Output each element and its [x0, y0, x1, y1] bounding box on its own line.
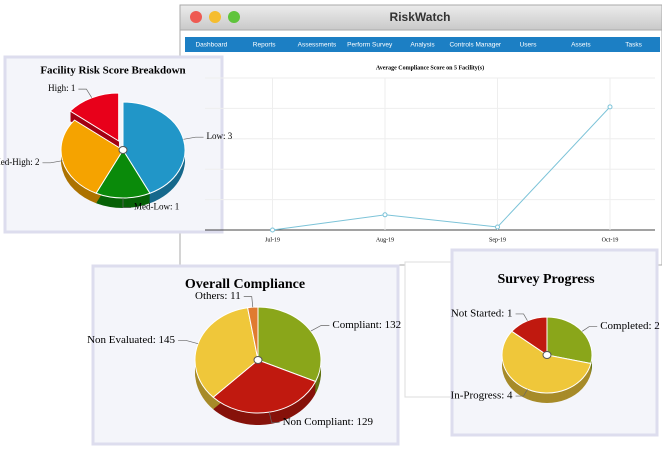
chart-title: Facility Risk Score Breakdown — [40, 65, 185, 77]
data-label: Med-High: 2 — [0, 157, 39, 167]
point — [607, 104, 613, 110]
data-label: Low: 3 — [207, 131, 233, 141]
point — [270, 227, 275, 233]
slice — [194, 307, 259, 398]
leader-line — [178, 340, 199, 345]
x-tick-label: Oct-19 — [602, 237, 619, 243]
leader-line — [581, 326, 598, 332]
data-label: Non Compliant: 129 — [283, 416, 374, 428]
data-label: Non Evaluated: 145 — [87, 334, 175, 346]
leader-line — [310, 324, 330, 332]
slice — [546, 316, 593, 365]
data-label: Completed: 2 — [600, 320, 660, 332]
data-label: Compliant: 132 — [332, 319, 401, 331]
leader-line — [515, 313, 528, 321]
slice — [60, 119, 124, 194]
leader-line — [243, 296, 254, 308]
pie-hub — [542, 351, 552, 359]
nav-item[interactable]: Dashboard — [195, 42, 227, 49]
slice — [212, 359, 317, 414]
x-tick-label: Jul-19 — [265, 237, 280, 243]
nav-item[interactable]: Perform Survey — [347, 42, 393, 49]
point — [495, 224, 500, 230]
chart-title: Average Compliance Score on 5 Facility(s… — [376, 64, 484, 71]
nav-item[interactable]: Analysis — [410, 42, 435, 49]
line-series — [272, 106, 611, 231]
leader-line — [78, 88, 93, 98]
leader-line — [122, 198, 131, 208]
nav-bar — [185, 37, 660, 52]
slice — [501, 330, 592, 394]
data-label: Others: 11 — [195, 290, 241, 302]
data-label: In-Progress: 4 — [451, 390, 514, 402]
nav-item[interactable]: Assets — [571, 42, 591, 49]
data-label: Med-Low: 1 — [134, 202, 179, 212]
leader-line — [515, 389, 528, 397]
slice — [69, 92, 120, 142]
slice — [95, 149, 151, 199]
close-button[interactable] — [190, 11, 202, 23]
pie-hub — [118, 146, 128, 154]
nav-item[interactable]: Tasks — [625, 42, 642, 49]
nav-item[interactable]: Controls Manager — [449, 42, 501, 49]
point — [382, 212, 388, 218]
nav-item[interactable]: Users — [520, 42, 538, 49]
nav-item[interactable]: Assessments — [298, 42, 337, 49]
leader-line — [268, 412, 280, 423]
slice — [511, 316, 548, 356]
slice — [257, 306, 322, 383]
x-tick-label: Aug-19 — [376, 237, 394, 243]
leader-line — [183, 136, 204, 140]
chart-title: Survey Progress — [497, 272, 595, 287]
leader-line — [42, 160, 63, 164]
zoom-button[interactable] — [228, 11, 240, 23]
nav-item[interactable]: Reports — [253, 42, 277, 49]
data-label: High: 1 — [48, 83, 75, 93]
title-bar — [179, 4, 662, 31]
minimize-button[interactable] — [209, 11, 221, 23]
window-title: RiskWatch — [390, 10, 451, 24]
data-label: Not Started: 1 — [451, 307, 513, 319]
chart-title: Overall Compliance — [185, 277, 305, 292]
pie-hub — [253, 356, 263, 364]
x-tick-label: Sep-19 — [489, 237, 506, 243]
